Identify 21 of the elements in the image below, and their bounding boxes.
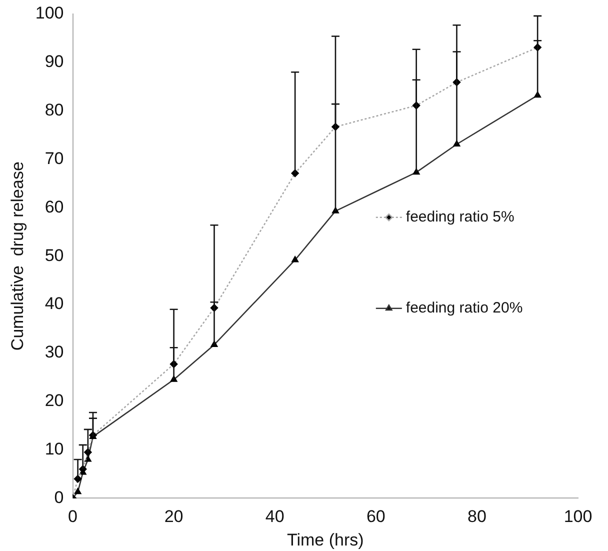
y-tick-label: 50 [44,246,64,265]
x-tick-label: 0 [68,507,78,526]
y-tick-label: 20 [44,391,64,410]
y-tick-label: 60 [44,197,64,216]
legend-label: feeding ratio 5% [406,208,514,226]
y-tick-label: 40 [44,294,64,314]
x-tick-label: 80 [467,507,486,526]
y-axis-title: Cumulative drug release [8,162,27,351]
y-tick-label: 30 [44,342,64,362]
x-axis-title: Time (hrs) [286,530,364,550]
y-tick-label: 0 [54,488,64,507]
x-tick-label: 100 [564,507,592,526]
x-tick-label: 20 [164,507,184,526]
x-tick-label: 40 [265,507,284,526]
legend-label: feeding ratio 20% [406,300,523,317]
y-tick-label: 70 [44,148,64,168]
y-tick-label: 80 [44,100,64,120]
y-tick-label: 90 [44,52,64,72]
x-tick-label: 60 [366,507,386,526]
y-tick-label: 10 [44,439,64,458]
y-tick-label: 100 [35,4,64,23]
